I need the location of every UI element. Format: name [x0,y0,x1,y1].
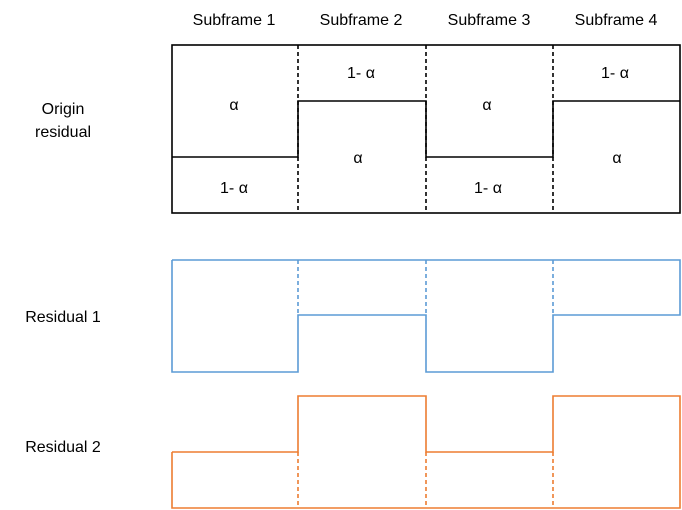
cell-sf2-top: 1- α [347,65,375,82]
row-label-residual-1: Residual 1 [25,309,101,326]
column-header-subframe-1: Subframe 1 [193,12,276,29]
row-label-origin: Origin [42,101,85,118]
residual-1-outline [171,259,681,373]
residual-2-shape [171,395,681,509]
column-header-subframe-3: Subframe 3 [448,12,531,29]
cell-sf4-bottom: α [612,150,621,167]
cell-sf3-bottom: 1- α [474,180,502,197]
cell-sf4-top: 1- α [601,65,629,82]
cell-sf1-top: α [229,97,238,114]
origin-residual-box [171,44,681,214]
cell-sf1-bottom: 1- α [220,180,248,197]
row-label-residual: residual [35,124,91,141]
cell-sf2-bottom: α [353,150,362,167]
cell-sf3-top: α [482,97,491,114]
origin-split-line [172,100,680,158]
column-header-subframe-4: Subframe 4 [575,12,658,29]
column-header-subframe-2: Subframe 2 [320,12,403,29]
residual-1-shape [171,259,681,373]
row-label-residual-2: Residual 2 [25,439,101,456]
